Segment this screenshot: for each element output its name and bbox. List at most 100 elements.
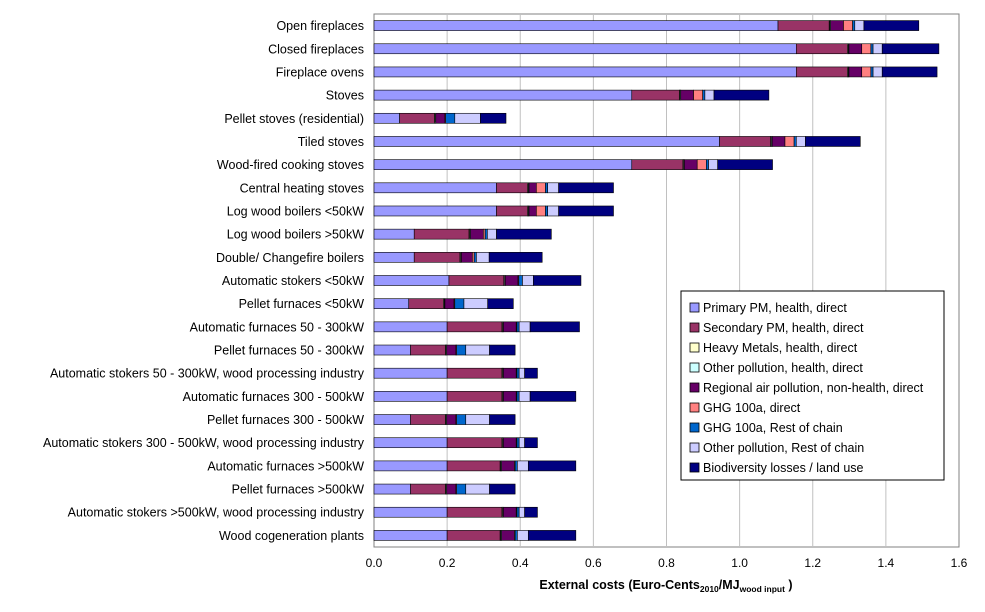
bar-segment: [373, 530, 448, 541]
category-label: Automatic stokers >500kW, wood processin…: [68, 506, 365, 520]
category-label: Double/ Changefire boilers: [216, 251, 364, 265]
legend-box: [680, 290, 945, 481]
legend-swatch: [689, 442, 700, 453]
bar-segment: [848, 66, 863, 78]
bar-segment: [631, 89, 680, 101]
bar-segment: [524, 437, 538, 449]
bar-segment: [517, 460, 529, 472]
bar-segment: [489, 344, 516, 356]
bar-segment: [473, 252, 477, 263]
bar-segment: [872, 43, 883, 55]
category-label: Pellet furnaces >500kW: [232, 483, 365, 497]
bar-segment: [446, 391, 503, 402]
bar-segment: [501, 530, 515, 541]
bar-segment: [373, 483, 411, 495]
legend-swatch: [689, 402, 700, 413]
bar-segment: [413, 228, 470, 240]
bar-segment: [693, 89, 703, 101]
bar-segment: [854, 20, 865, 31]
bar-segment: [529, 321, 580, 333]
bar-segment: [484, 228, 488, 240]
bar-segment: [461, 252, 473, 263]
legend-label: GHG 100a, Rest of chain: [703, 421, 843, 435]
bar-segment: [465, 483, 490, 495]
category-label: Automatic furnaces 300 - 500kW: [183, 390, 365, 404]
bar-segment: [529, 391, 577, 402]
bar-segment: [805, 136, 861, 147]
x-tick-label: 0.2: [439, 556, 456, 570]
legend-label: Primary PM, health, direct: [703, 301, 847, 315]
bar-segment: [795, 43, 848, 55]
bar-segment: [488, 252, 543, 263]
bar-segment: [545, 205, 548, 217]
bar-segment: [476, 252, 490, 263]
x-tick-label: 1.4: [878, 556, 895, 570]
bar-segment: [446, 414, 457, 425]
category-label: Wood-fired cooking stoves: [217, 158, 364, 172]
bar-segment: [446, 437, 503, 449]
bar-segment: [503, 391, 517, 402]
bar-segment: [448, 275, 505, 286]
bar-segment: [435, 112, 446, 124]
bar-segment: [408, 298, 444, 309]
bar-segment: [373, 89, 633, 101]
legend-label: Other pollution, Rest of chain: [703, 441, 864, 455]
bar-segment: [454, 298, 465, 309]
bar-segment: [410, 483, 446, 495]
bar-segment: [373, 414, 411, 425]
bar-segment: [771, 136, 786, 147]
x-tick-label: 0.6: [585, 556, 602, 570]
bar-segment: [446, 530, 501, 541]
bar-segment: [399, 112, 435, 124]
bar-segment: [702, 89, 706, 101]
bar-segment: [684, 159, 698, 170]
bar-segment: [503, 367, 517, 379]
bar-segment: [373, 344, 411, 356]
bar-segment: [719, 136, 772, 147]
bar-segment: [558, 182, 614, 194]
bar-segment: [518, 321, 531, 333]
bar-segment: [518, 506, 525, 518]
bar-segment: [793, 136, 797, 147]
bar-segment: [503, 506, 517, 518]
bar-segment: [456, 414, 467, 425]
category-label: Pellet furnaces 300 - 500kW: [207, 413, 364, 427]
bar-segment: [470, 228, 484, 240]
bar-segment: [503, 321, 517, 333]
legend-swatch: [689, 342, 700, 353]
bar-segment: [558, 205, 614, 217]
bar-segment: [501, 460, 515, 472]
bar-segment: [863, 20, 920, 31]
category-label: Automatic stokers 50 - 300kW, wood proce…: [50, 367, 365, 381]
legend-swatch: [689, 462, 700, 473]
bar-segment: [516, 437, 520, 449]
legend-swatch: [689, 422, 700, 433]
category-label: Automatic stokers 300 - 500kW, wood proc…: [43, 436, 365, 450]
bar-segment: [536, 205, 546, 217]
bar-segment: [444, 298, 455, 309]
x-tick-label: 1.2: [804, 556, 821, 570]
bar-segment: [456, 483, 467, 495]
bar-segment: [456, 344, 467, 356]
category-label: Wood cogeneration plants: [219, 529, 364, 543]
bar-segment: [861, 66, 872, 78]
bar-segment: [547, 205, 559, 217]
category-label: Pellet furnaces <50kW: [239, 297, 365, 311]
bar-segment: [503, 437, 517, 449]
bar-segment: [373, 136, 720, 147]
legend-swatch: [689, 322, 700, 333]
bar-segment: [373, 298, 410, 309]
bar-segment: [717, 159, 773, 170]
bar-segment: [631, 159, 684, 170]
bar-segment: [852, 20, 856, 31]
category-label: Closed fireplaces: [268, 42, 364, 56]
bar-segment: [516, 506, 520, 518]
category-label: Automatic furnaces 50 - 300kW: [190, 320, 365, 334]
bar-segment: [784, 136, 795, 147]
bar-segment: [410, 414, 446, 425]
bar-segment: [527, 460, 577, 472]
bar-segment: [373, 112, 400, 124]
bar-segment: [454, 112, 481, 124]
bar-segment: [708, 159, 718, 170]
